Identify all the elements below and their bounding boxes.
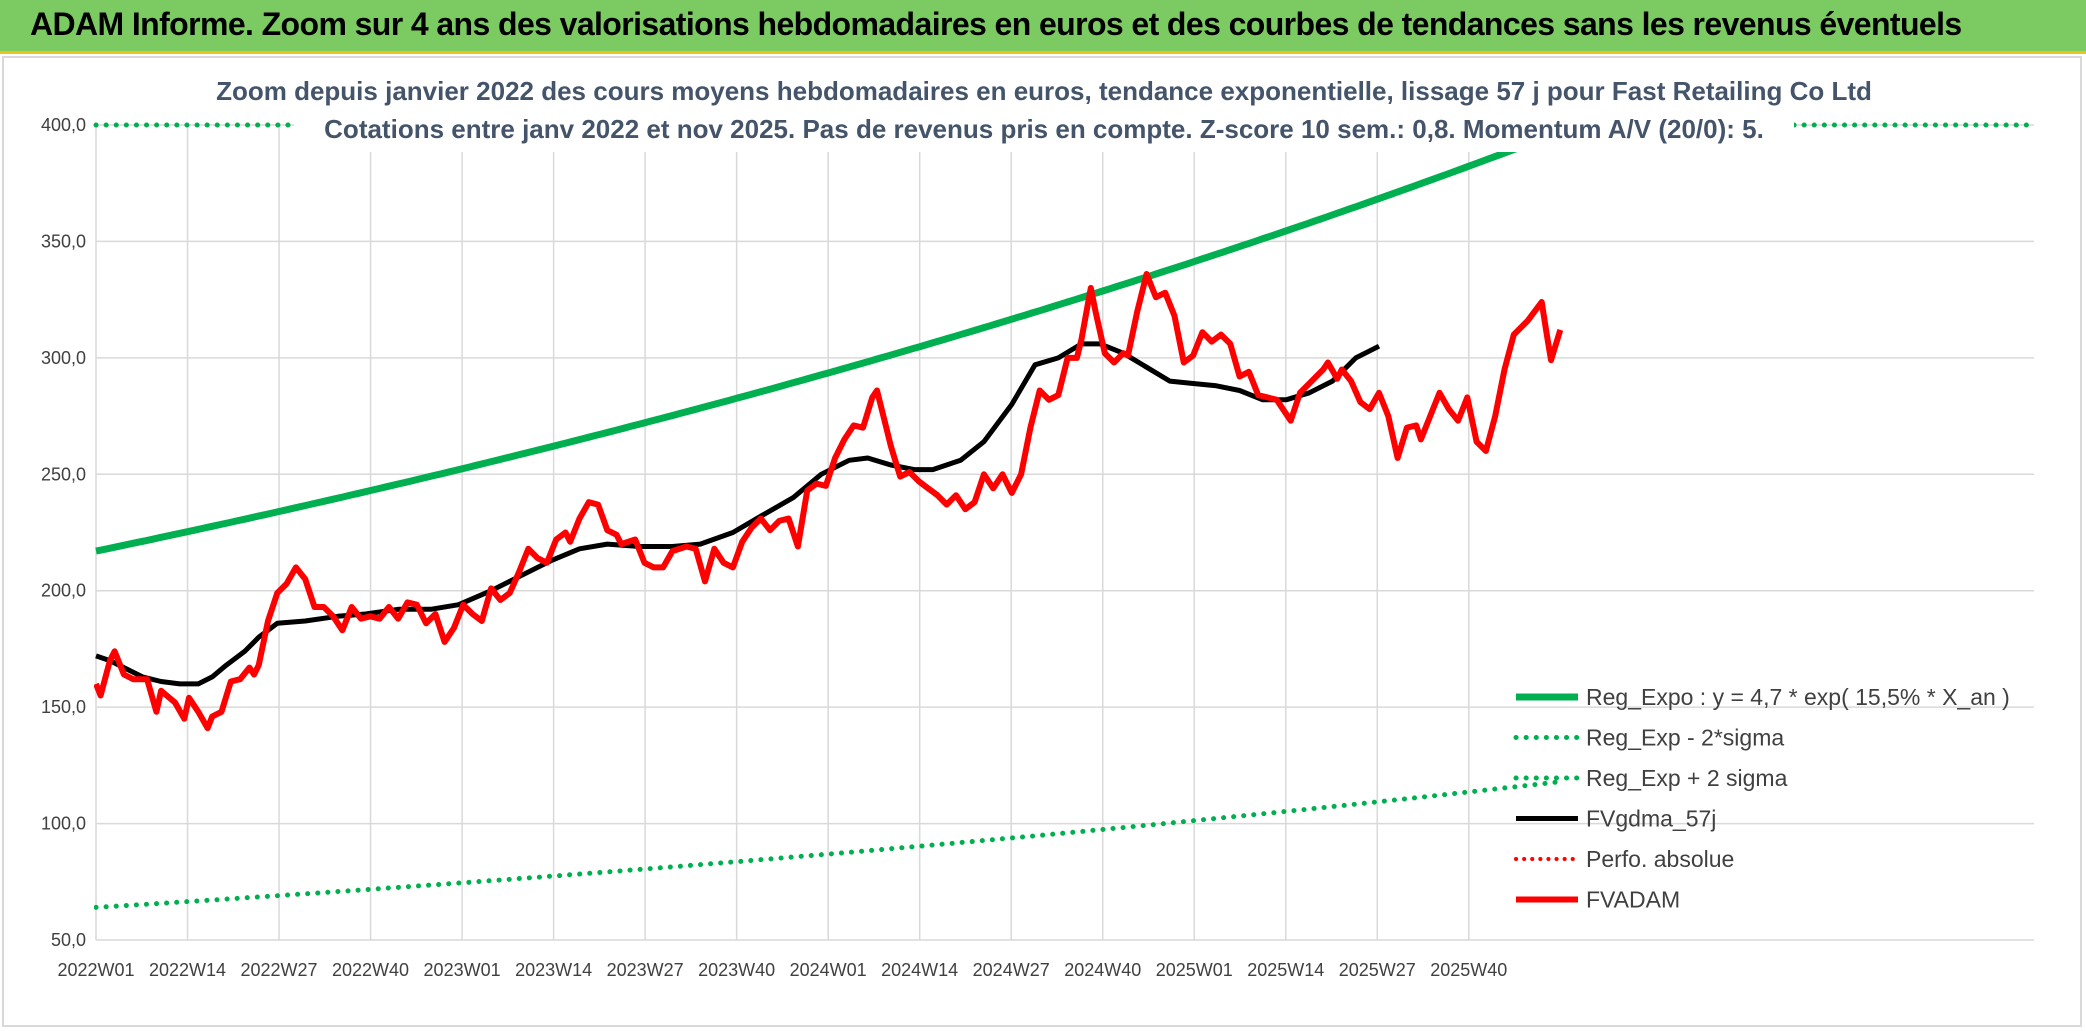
y-tick-label: 400,0	[41, 115, 86, 135]
x-tick-label: 2024W01	[790, 960, 867, 980]
title-backdrop	[294, 62, 1794, 152]
x-tick-label: 2025W14	[1247, 960, 1324, 980]
chart-title-line1: Zoom depuis janvier 2022 des cours moyen…	[216, 76, 1872, 106]
x-axis: 2022W01 2022W14 2022W27 2022W40 2023W01 2023W…	[57, 960, 1507, 980]
y-tick-label: 200,0	[41, 581, 86, 601]
legend-label: Reg_Expo : y = 4,7 * exp( 15,5% * X_an )	[1586, 684, 2010, 710]
series-reg-exp-minus-2sigma-line	[94, 779, 1563, 910]
legend-label: FVgdma_57j	[1586, 806, 1716, 832]
x-tick-label: 2022W27	[241, 960, 318, 980]
x-tick-label: 2024W14	[881, 960, 958, 980]
y-axis: 50,0 100,0 150,0 200,0 250,0 300,0 350,0 400,0	[41, 115, 86, 950]
legend: Reg_Expo : y = 4,7 * exp( 15,5% * X_an )…	[1513, 684, 2010, 913]
legend-label: Reg_Exp - 2*sigma	[1586, 725, 1784, 751]
x-tick-label: 2025W40	[1430, 960, 1507, 980]
x-tick-label: 2024W27	[973, 960, 1050, 980]
y-tick-label: 250,0	[41, 464, 86, 484]
series-fvadam-line	[94, 271, 1564, 732]
legend-label: FVADAM	[1586, 887, 1680, 913]
series-fvgdma-57j-line	[95, 341, 1381, 687]
x-tick-label: 2023W01	[424, 960, 501, 980]
chart-frame: 50,0 100,0 150,0 200,0 250,0 300,0 350,0 400,0 …	[2, 56, 2082, 1027]
x-tick-label: 2023W40	[698, 960, 775, 980]
report-title: ADAM Informe. Zoom sur 4 ans des valoris…	[30, 6, 1962, 42]
x-tick-label: 2022W14	[149, 960, 226, 980]
legend-label: Perfo. absolue	[1586, 846, 1734, 872]
x-tick-label: 2022W40	[332, 960, 409, 980]
legend-label: Reg_Exp + 2 sigma	[1586, 765, 1788, 791]
x-tick-label: 2023W27	[607, 960, 684, 980]
x-tick-label: 2025W01	[1156, 960, 1233, 980]
y-tick-label: 50,0	[51, 930, 86, 950]
series-reg-expo-line	[95, 128, 1562, 555]
y-tick-label: 300,0	[41, 348, 86, 368]
chart-title-line2: Cotations entre janv 2022 et nov 2025. P…	[324, 114, 1764, 144]
y-tick-label: 100,0	[41, 814, 86, 834]
gridlines	[95, 124, 2034, 941]
x-tick-label: 2023W14	[515, 960, 592, 980]
x-tick-label: 2024W40	[1064, 960, 1141, 980]
x-tick-label: 2025W27	[1339, 960, 1416, 980]
x-tick-label: 2022W01	[57, 960, 134, 980]
chart: 50,0100,0150,0200,0250,0300,0350,0400,0 …	[41, 62, 2037, 980]
y-tick-label: 150,0	[41, 697, 86, 717]
title-banner: ADAM Informe. Zoom sur 4 ans des valoris…	[0, 0, 2086, 54]
series-layer	[93, 122, 2037, 910]
y-tick-label: 350,0	[41, 231, 86, 251]
